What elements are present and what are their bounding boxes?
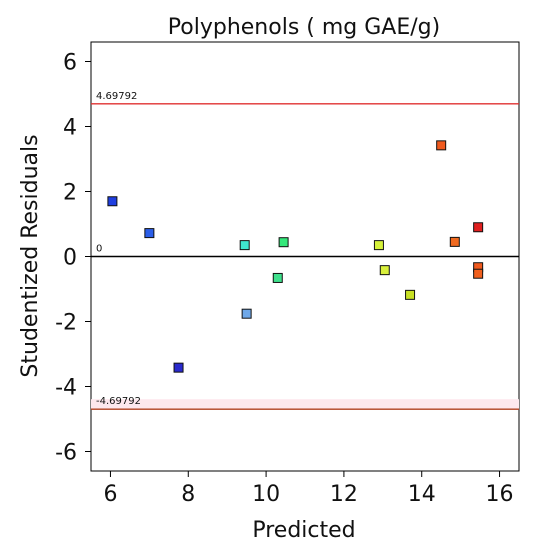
y-tick-label: -6: [55, 441, 77, 466]
x-tick-label: 16: [486, 482, 514, 507]
x-axis-ticks: 6 8 10 12 14 16: [103, 471, 514, 507]
chart-title: Polyphenols ( mg GAE/g): [168, 15, 440, 40]
data-point: [107, 196, 118, 207]
x-tick-label: 12: [330, 482, 358, 507]
data-point: [144, 228, 155, 239]
data-point: [379, 265, 390, 276]
reference-lines: 4.69792 0 -4.69792: [91, 91, 519, 410]
x-tick-label: 6: [103, 482, 117, 507]
data-point: [473, 268, 484, 279]
data-point: [449, 236, 460, 247]
data-point: [241, 308, 252, 319]
reference-line-label: 0: [96, 244, 102, 255]
data-point: [278, 237, 289, 248]
y-axis-title: Studentized Residuals: [18, 134, 43, 377]
y-tick-label: -2: [55, 311, 77, 336]
y-tick-label: 2: [63, 181, 77, 206]
data-points: [107, 140, 484, 373]
data-point: [173, 362, 184, 373]
reference-line-label: -4.69792: [96, 396, 141, 407]
y-tick-label: 6: [63, 51, 77, 76]
x-tick-label: 10: [252, 482, 280, 507]
y-tick-label: 0: [63, 246, 77, 271]
x-tick-label: 14: [408, 482, 436, 507]
data-point: [239, 240, 250, 251]
reference-line-label: 4.69792: [96, 91, 137, 102]
y-tick-label: 4: [63, 116, 77, 141]
limit-band: [91, 399, 519, 410]
data-point: [373, 240, 384, 251]
y-tick-label: -4: [55, 376, 77, 401]
x-tick-label: 8: [181, 482, 195, 507]
data-point: [272, 272, 283, 283]
y-axis-ticks: -6 -4 -2 0 2 4 6: [55, 51, 91, 466]
data-point: [436, 140, 447, 151]
data-point: [473, 222, 484, 233]
x-axis-title: Predicted: [252, 518, 355, 543]
data-point: [405, 289, 416, 300]
